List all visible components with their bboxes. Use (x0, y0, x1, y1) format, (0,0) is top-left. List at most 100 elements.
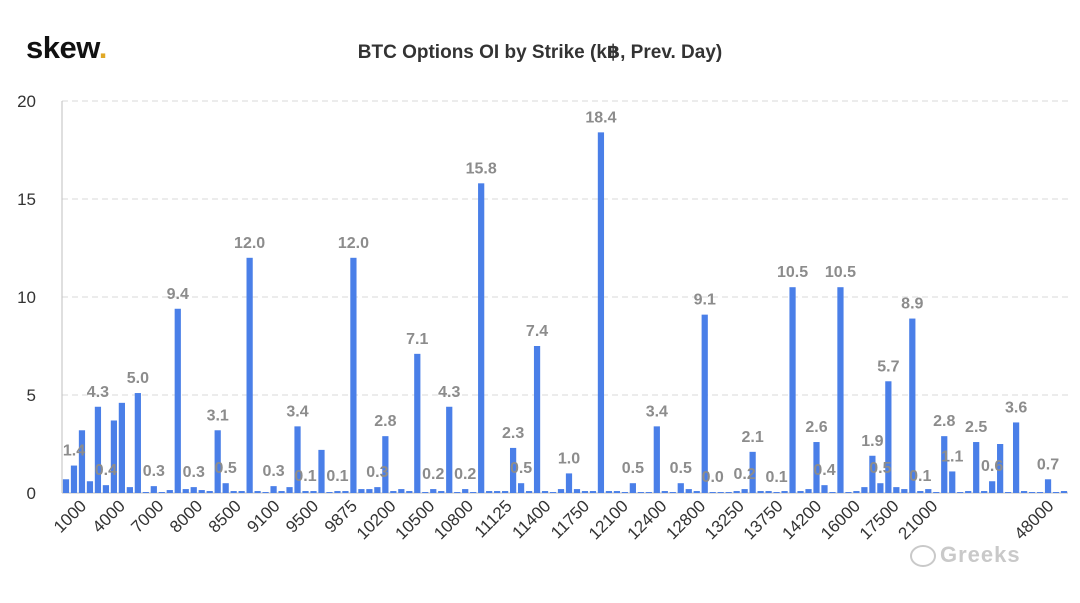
data-label: 1.4 (63, 443, 85, 460)
bar (573, 489, 581, 493)
bar (94, 406, 102, 493)
bar (893, 487, 900, 493)
bar (1005, 492, 1012, 493)
x-tick-label: 8000 (166, 496, 206, 536)
bar (230, 491, 237, 493)
data-label: 0.4 (813, 462, 835, 479)
bar (70, 465, 78, 493)
bar (725, 492, 732, 493)
bar (262, 492, 269, 493)
bar (334, 491, 341, 493)
bar (693, 491, 700, 493)
bar (374, 487, 381, 493)
bar (1012, 422, 1020, 493)
bar (661, 491, 668, 493)
data-label: 0.6 (981, 458, 1003, 475)
bar (1028, 492, 1036, 493)
bar (238, 491, 245, 493)
x-tick-label: 4000 (89, 496, 129, 536)
bar (182, 489, 189, 493)
x-tick-label: 12100 (585, 496, 632, 543)
data-label: 12.0 (234, 235, 265, 252)
x-tick-label: 11750 (547, 496, 593, 542)
x-tick-label: 10500 (392, 496, 439, 543)
data-label: 9.4 (167, 286, 189, 303)
data-label: 5.7 (877, 358, 899, 375)
bar (717, 492, 724, 493)
bar (765, 491, 772, 493)
bar (398, 489, 405, 493)
bar (797, 491, 804, 493)
data-label: 4.3 (87, 384, 109, 401)
bar (486, 491, 493, 493)
bar (446, 406, 453, 493)
bar (733, 491, 740, 493)
bar (1060, 491, 1068, 493)
data-label: 0.3 (183, 464, 205, 481)
bar (989, 481, 996, 493)
bar (669, 492, 676, 493)
bar (757, 491, 764, 493)
bar (557, 489, 565, 493)
chart-title: BTC Options OI by Strike (k฿, Prev. Day) (357, 42, 723, 63)
data-label: 15.8 (466, 160, 497, 177)
bar (406, 491, 413, 493)
x-tick-label: 11400 (509, 496, 555, 542)
bar (861, 487, 868, 493)
logo-dot: . (98, 30, 108, 65)
bar (86, 481, 94, 493)
bar (1052, 492, 1060, 493)
data-label: 2.8 (374, 413, 396, 430)
bar (1044, 479, 1052, 493)
bar (629, 483, 636, 493)
bar (509, 447, 517, 493)
x-tick-label: 16000 (817, 496, 864, 543)
bar (813, 442, 820, 493)
bar (150, 486, 157, 493)
data-label: 0.2 (734, 466, 756, 483)
x-tick-label: 13750 (740, 496, 787, 543)
bar (805, 489, 812, 493)
bar (102, 485, 110, 493)
bar (430, 489, 437, 493)
bar (605, 491, 613, 493)
data-label: 3.4 (286, 403, 308, 420)
bar (342, 491, 349, 493)
data-label: 0.5 (510, 460, 532, 477)
bar (949, 471, 956, 493)
bar (749, 451, 756, 493)
data-label: 0.4 (95, 462, 117, 479)
data-label: 0.7 (1037, 456, 1059, 473)
data-label: 7.4 (526, 323, 548, 340)
bar (517, 483, 525, 493)
bar (214, 430, 221, 493)
bar (885, 381, 892, 493)
bar (174, 308, 181, 493)
bar (1020, 491, 1028, 493)
bar (973, 442, 980, 493)
logo-text: skew (26, 30, 99, 65)
bar (677, 483, 684, 493)
y-tick-label: 0 (27, 484, 36, 503)
bar (454, 492, 461, 493)
bar (310, 491, 317, 493)
bar (206, 491, 213, 493)
bar (685, 489, 692, 493)
data-label: 0.3 (143, 463, 165, 480)
bar (741, 489, 748, 493)
bar (134, 393, 141, 493)
x-tick-label: 17500 (856, 496, 903, 543)
bar (358, 489, 365, 493)
bar (925, 489, 932, 493)
bar (270, 486, 277, 493)
bar (773, 492, 780, 493)
bar (414, 353, 421, 493)
data-label: 1.9 (861, 433, 883, 450)
x-tick-label: 10800 (430, 496, 477, 543)
bar (286, 487, 293, 493)
y-tick-label: 15 (17, 190, 36, 209)
bar (1036, 492, 1044, 493)
y-tick-label: 5 (27, 386, 36, 405)
bar (166, 490, 173, 493)
bar (941, 436, 948, 493)
